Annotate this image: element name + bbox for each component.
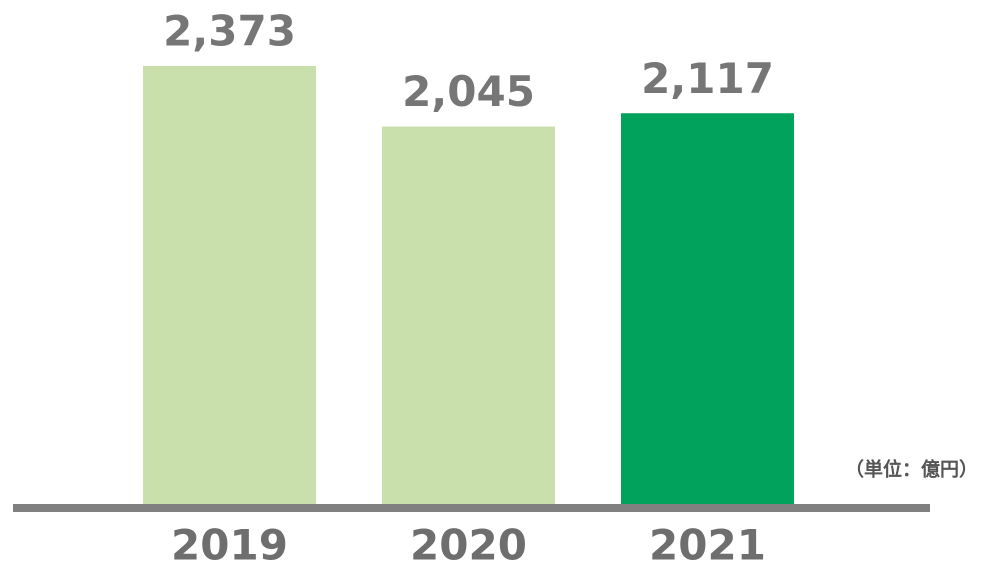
x-tick-label: 2020 (410, 521, 527, 569)
bar (143, 66, 316, 504)
value-label: 2,045 (402, 67, 535, 116)
bar (382, 126, 555, 505)
value-label: 2,117 (641, 54, 774, 103)
x-tick-label: 2021 (649, 521, 766, 569)
value-label: 2,373 (163, 7, 296, 56)
x-tick-label: 2019 (171, 521, 288, 569)
unit-note: （単位：億円） (845, 458, 978, 481)
bar (621, 113, 794, 504)
